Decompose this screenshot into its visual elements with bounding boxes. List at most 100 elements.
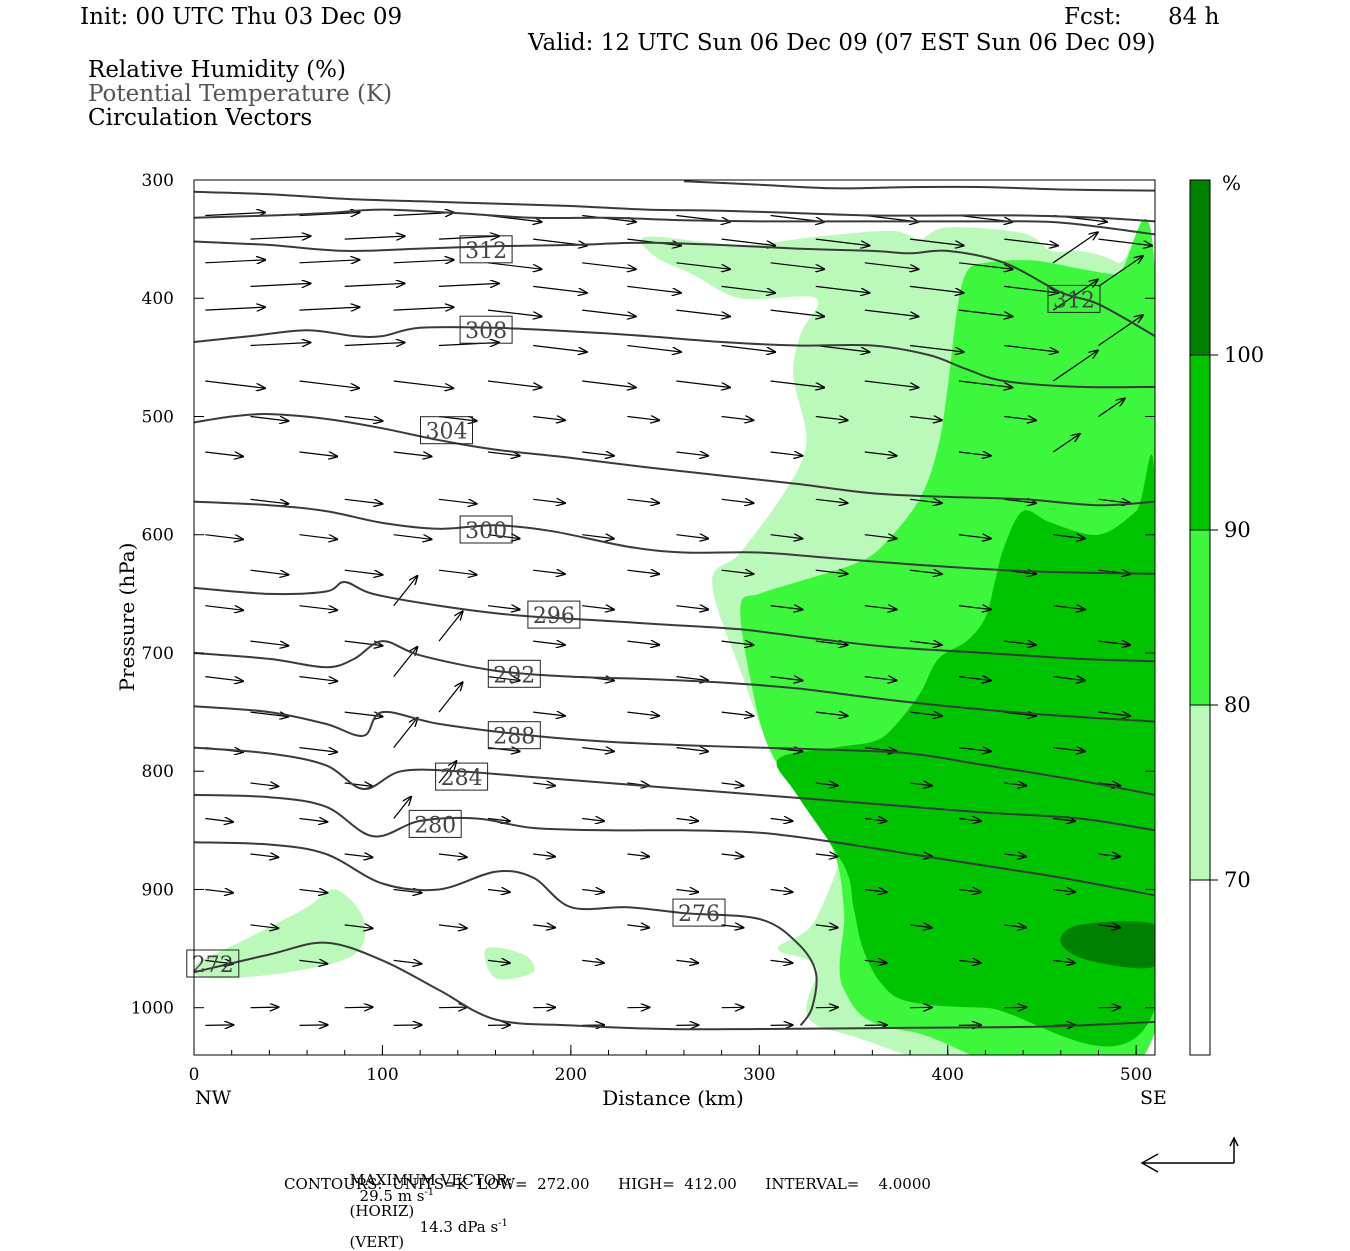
isentrope-label-276: 276	[678, 902, 720, 927]
circulation-vector	[722, 499, 754, 503]
x-end-label-nw: NW	[195, 1087, 232, 1109]
circulation-vector	[300, 1025, 328, 1026]
circulation-vector	[582, 819, 604, 822]
isentrope-label-272: 272	[192, 953, 234, 978]
colorbar-segment	[1190, 880, 1210, 1055]
circulation-vector	[676, 310, 730, 316]
circulation-vector	[205, 452, 243, 457]
circulation-vector	[251, 783, 279, 786]
circulation-vector	[488, 381, 542, 388]
circulation-vector	[300, 381, 360, 388]
y-axis-title: Pressure (hPa)	[115, 543, 139, 692]
y-tick-label: 300	[142, 171, 174, 191]
circulation-vector	[205, 307, 265, 310]
isentrope-label-312: 312	[1053, 288, 1095, 313]
circulation-vector	[251, 499, 289, 504]
circulation-vector	[345, 854, 373, 857]
circulation-vector	[394, 260, 454, 263]
isentrope-label-296: 296	[533, 604, 575, 629]
colorbar-unit: %	[1222, 171, 1241, 195]
circulation-vector	[300, 748, 338, 753]
circulation-vector	[771, 890, 793, 893]
isentrope-label-288: 288	[493, 725, 535, 750]
circulation-vector	[300, 535, 338, 540]
circulation-vector	[345, 417, 383, 422]
circulation-vector	[533, 417, 565, 421]
x-tick-label: 300	[743, 1065, 775, 1085]
circulation-vector	[345, 570, 383, 575]
circulation-vector	[345, 343, 405, 346]
y-tick-label: 500	[142, 407, 174, 427]
circulation-vector	[251, 641, 289, 646]
circulation-vector	[533, 712, 565, 716]
circulation-vector	[627, 854, 649, 857]
circulation-vector	[582, 890, 604, 893]
circulation-vector	[582, 310, 636, 316]
y-tick-label: 900	[142, 880, 174, 900]
max-vert-tag: (VERT)	[350, 1233, 405, 1251]
circulation-vector	[439, 925, 467, 928]
circulation-vector	[771, 819, 793, 822]
circulation-vector	[676, 819, 698, 822]
y-tick-label: 700	[142, 644, 174, 664]
contour-info: CONTOURS: UNITS=K LOW= 272.00 HIGH= 412.…	[284, 1177, 931, 1192]
x-tick-label: 500	[1120, 1065, 1152, 1085]
isentrope-324	[684, 181, 1155, 190]
x-tick-label: 100	[366, 1065, 398, 1085]
circulation-vector	[533, 570, 565, 574]
circulation-vector	[394, 960, 422, 963]
reference-vector-icon	[1142, 1138, 1238, 1172]
circulation-vector	[533, 346, 587, 353]
circulation-vector	[251, 854, 279, 857]
circulation-vector	[300, 307, 360, 310]
isentrope-label-300: 300	[465, 519, 507, 544]
colorbar-level-80: 80	[1224, 693, 1251, 717]
circulation-vector	[488, 606, 520, 610]
circulation-vector	[205, 381, 265, 388]
circulation-vector	[439, 1007, 467, 1008]
circulation-vector	[394, 647, 418, 677]
circulation-vector	[627, 417, 659, 421]
x-axis-title: Distance (km)	[602, 1086, 744, 1110]
circulation-vector	[722, 854, 744, 857]
circulation-vector	[345, 499, 383, 504]
circulation-vector	[439, 499, 477, 504]
isentrope-label-280: 280	[414, 813, 456, 838]
isentrope-label-308: 308	[465, 319, 507, 344]
circulation-vector	[394, 535, 432, 540]
x-tick-label: 0	[189, 1065, 200, 1085]
circulation-vector	[439, 682, 463, 712]
y-tick-label: 1000	[131, 999, 174, 1019]
circulation-vector	[345, 283, 405, 286]
circulation-vector	[439, 854, 467, 857]
circulation-vector	[345, 1007, 373, 1008]
circulation-vector	[394, 718, 418, 748]
circulation-vector	[300, 890, 328, 893]
colorbar-level-100: 100	[1224, 343, 1264, 367]
max-horiz-tag: (HORIZ)	[350, 1202, 415, 1220]
circulation-vector	[676, 960, 698, 963]
circulation-vector	[627, 925, 649, 928]
circulation-vector	[816, 854, 838, 857]
circulation-vector	[722, 346, 776, 353]
circulation-vector	[345, 236, 405, 239]
isentrope-label-312: 312	[465, 239, 507, 264]
circulation-vector	[300, 606, 338, 611]
circulation-vector	[205, 260, 265, 263]
colorbar-segment	[1190, 530, 1210, 705]
circulation-vector	[582, 606, 614, 610]
circulation-vector	[205, 677, 243, 682]
circulation-vector	[676, 890, 698, 893]
x-tick-label: 400	[931, 1065, 963, 1085]
colorbar-level-90: 90	[1224, 518, 1251, 542]
circulation-vector	[627, 570, 659, 574]
circulation-vector	[722, 783, 744, 786]
x-tick-label: 200	[555, 1065, 587, 1085]
circulation-vector	[582, 381, 636, 388]
circulation-vector	[251, 283, 311, 286]
circulation-vector	[394, 1025, 422, 1026]
circulation-vector	[394, 307, 454, 310]
circulation-vector	[533, 286, 587, 293]
x-end-label-se: SE	[1140, 1087, 1167, 1109]
circulation-vector	[676, 535, 708, 539]
